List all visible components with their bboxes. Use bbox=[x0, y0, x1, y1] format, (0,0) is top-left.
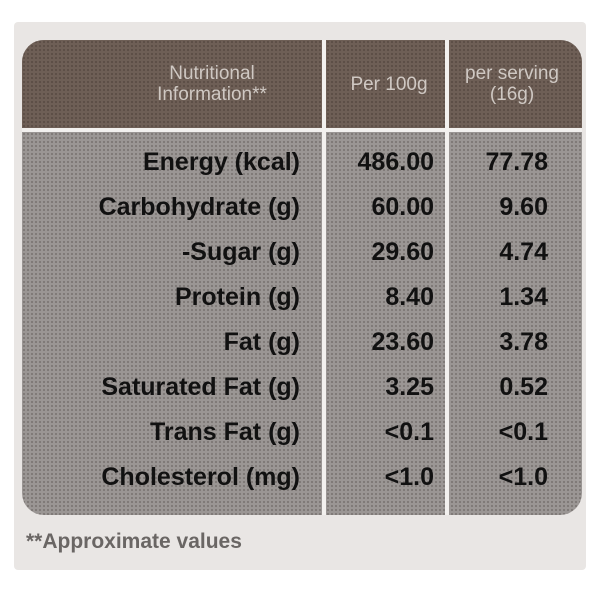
header-cell: per serving (16g) bbox=[465, 63, 559, 105]
nutrient-value: 0.52 bbox=[499, 373, 548, 401]
divider bbox=[445, 40, 449, 515]
nutrient-value: 60.00 bbox=[371, 193, 434, 221]
header-cell: Nutritional Information** bbox=[157, 63, 267, 105]
nutrient-name: Fat (g) bbox=[223, 328, 300, 356]
nutrient-value: <0.1 bbox=[384, 418, 434, 446]
nutrient-value: 9.60 bbox=[499, 193, 548, 221]
nutrition-table: Nutritional Information** Per 100g per s… bbox=[22, 40, 582, 515]
nutrient-value: 23.60 bbox=[371, 328, 434, 356]
nutrient-value: 4.74 bbox=[499, 238, 548, 266]
nutrient-name: Saturated Fat (g) bbox=[101, 373, 300, 401]
divider bbox=[22, 128, 582, 132]
nutrient-value: 77.78 bbox=[485, 148, 548, 176]
divider bbox=[322, 40, 326, 515]
nutrient-value: 3.78 bbox=[499, 328, 548, 356]
nutrient-name: Protein (g) bbox=[175, 283, 300, 311]
nutrient-value: 8.40 bbox=[385, 283, 434, 311]
header-cell: Per 100g bbox=[350, 73, 428, 95]
nutrient-value: 29.60 bbox=[371, 238, 434, 266]
nutrient-value: <1.0 bbox=[384, 463, 434, 491]
table-header bbox=[22, 40, 582, 128]
nutrient-name: Cholesterol (mg) bbox=[101, 463, 300, 491]
footnote: **Approximate values bbox=[26, 530, 242, 553]
nutrient-value: 1.34 bbox=[499, 283, 548, 311]
nutrient-value: <0.1 bbox=[498, 418, 548, 446]
nutrient-value: <1.0 bbox=[498, 463, 548, 491]
nutrient-value: 3.25 bbox=[385, 373, 434, 401]
nutrient-value: 486.00 bbox=[357, 148, 434, 176]
nutrient-name: Energy (kcal) bbox=[142, 148, 300, 176]
nutrient-name: Carbohydrate (g) bbox=[98, 193, 300, 221]
nutrient-name: Trans Fat (g) bbox=[149, 418, 300, 446]
nutrient-name: -Sugar (g) bbox=[181, 238, 300, 266]
